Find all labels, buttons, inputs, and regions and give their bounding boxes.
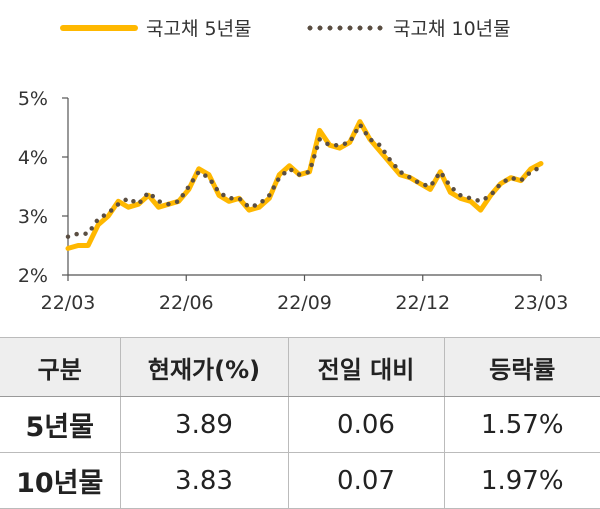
x-tick-label: 22/06 — [159, 292, 214, 314]
legend-item-10y: 국고채 10년물 — [305, 14, 511, 41]
yield-summary-table: 구분 현재가(%) 전일 대비 등락률 5년물 3.89 0.06 1.57% … — [0, 337, 600, 509]
legend-swatch-solid — [60, 24, 138, 31]
legend-label-10y: 국고채 10년물 — [393, 18, 511, 40]
cell-rate-10y: 1.97% — [443, 452, 600, 509]
legend-item-5y: 국고채 5년물 — [60, 14, 252, 41]
cell-change-10y: 0.07 — [287, 452, 444, 509]
header-category: 구분 — [0, 337, 120, 397]
table-row: 10년물 3.83 0.07 1.97% — [0, 452, 600, 509]
row-label-5y: 5년물 — [0, 396, 120, 453]
legend-swatch-dotted — [305, 24, 385, 31]
x-tick-label: 22/09 — [277, 292, 332, 314]
table-header-row: 구분 현재가(%) 전일 대비 등락률 — [0, 337, 600, 397]
x-tick-label: 23/03 — [514, 292, 569, 314]
header-rate: 등락률 — [443, 337, 600, 397]
x-tick-label: 22/12 — [395, 292, 450, 314]
cell-rate-5y: 1.57% — [443, 396, 600, 453]
cell-current-10y: 3.83 — [119, 452, 288, 509]
cell-current-5y: 3.89 — [119, 396, 288, 453]
header-current: 현재가(%) — [119, 337, 288, 397]
row-label-10y: 10년물 — [0, 452, 120, 509]
series-line-5y — [65, 119, 544, 251]
y-tick-label: 5% — [18, 88, 48, 110]
yield-chart: 국고채 5년물 국고채 10년물 5% 4% 3% 2% 22/03 22/06 22/09… — [18, 14, 569, 314]
y-tick-label: 3% — [18, 206, 48, 228]
legend-label-5y: 국고채 5년물 — [146, 18, 252, 40]
table-row: 5년물 3.89 0.06 1.57% — [0, 396, 600, 453]
header-change: 전일 대비 — [287, 337, 444, 397]
chart-plot: 5% 4% 3% 2% 22/03 22/06 22/09 22/12 23/03 — [18, 88, 569, 314]
x-tick-label: 22/03 — [41, 292, 96, 314]
y-tick-label: 2% — [18, 265, 48, 287]
cell-change-5y: 0.06 — [287, 396, 444, 453]
series-line-10y — [65, 122, 544, 239]
y-tick-label: 4% — [18, 147, 48, 169]
